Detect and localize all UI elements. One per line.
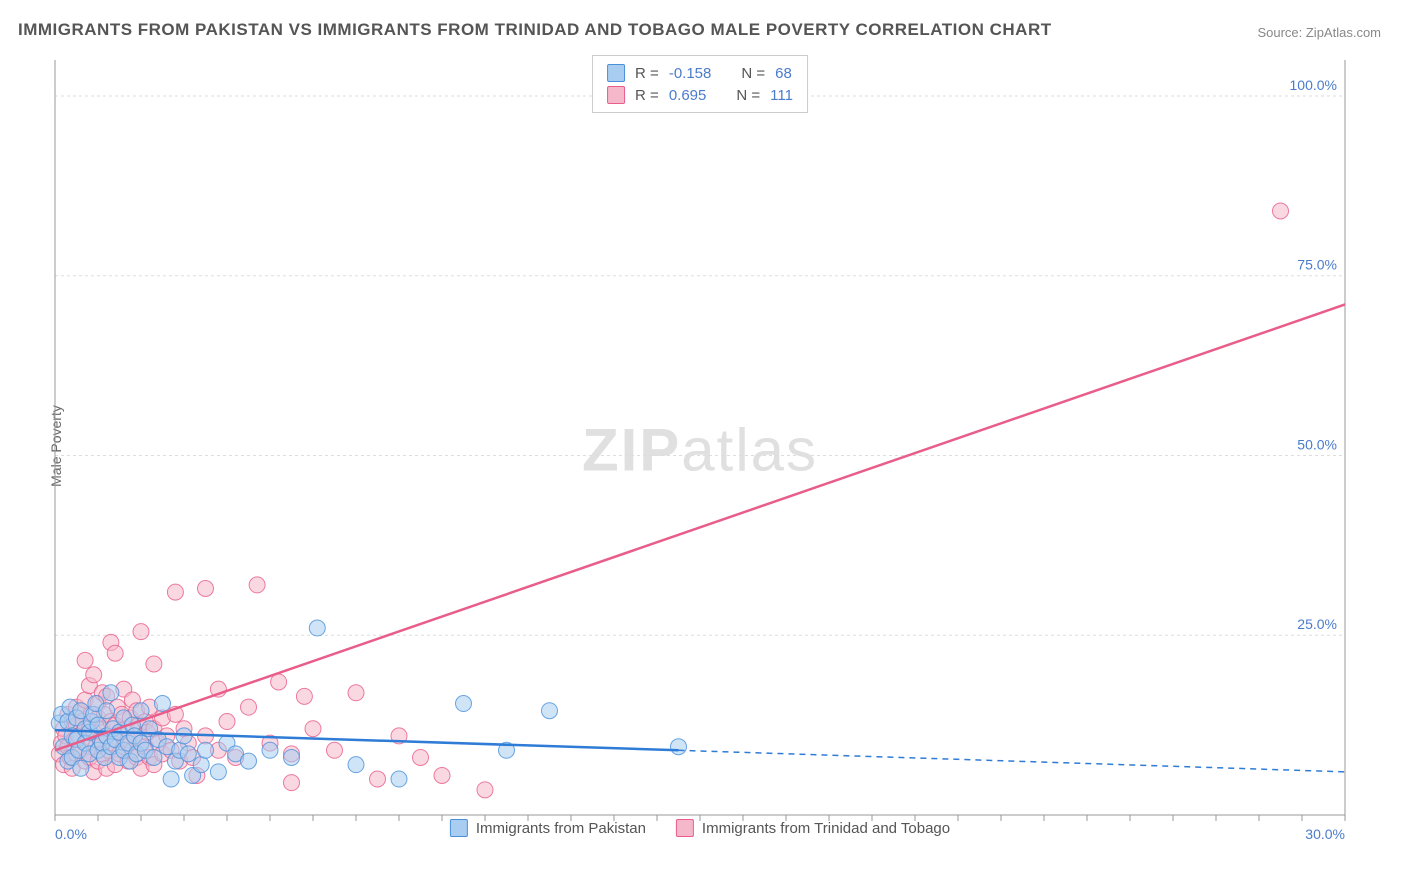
r-label-0: R = <box>635 65 659 82</box>
r-label-1: R = <box>635 87 659 104</box>
source-label: Source: ZipAtlas.com <box>1257 25 1381 40</box>
legend-label-1: Immigrants from Trinidad and Tobago <box>702 820 950 837</box>
stats-row-1: R = 0.695 N = 111 <box>607 84 793 106</box>
svg-text:30.0%: 30.0% <box>1305 826 1345 842</box>
legend-label-0: Immigrants from Pakistan <box>476 820 646 837</box>
svg-text:100.0%: 100.0% <box>1290 77 1337 93</box>
legend-swatch-0 <box>450 819 468 837</box>
chart-area: ZIPatlas 25.0%50.0%75.0%100.0%0.0%30.0% … <box>50 55 1350 845</box>
r-value-1: 0.695 <box>669 87 707 104</box>
scatter-chart: 25.0% 50.0% 75.0% 100.0% 0.0% 30.0% <box>50 55 1350 845</box>
series-swatch-1 <box>607 86 625 104</box>
svg-text:50.0%: 50.0% <box>1297 436 1337 452</box>
stats-row-0: R = -0.158 N = 68 <box>607 62 793 84</box>
r-value-0: -0.158 <box>669 65 712 82</box>
series-swatch-0 <box>607 64 625 82</box>
bottom-legend: Immigrants from Pakistan Immigrants from… <box>450 819 950 837</box>
legend-item-1: Immigrants from Trinidad and Tobago <box>676 819 950 837</box>
chart-title: IMMIGRANTS FROM PAKISTAN VS IMMIGRANTS F… <box>18 20 1052 40</box>
stats-legend-box: R = -0.158 N = 68 R = 0.695 N = 111 <box>592 55 808 113</box>
n-label-0: N = <box>741 65 765 82</box>
n-label-1: N = <box>736 87 760 104</box>
svg-text:0.0%: 0.0% <box>55 826 87 842</box>
n-value-1: 111 <box>770 87 793 104</box>
n-value-0: 68 <box>775 65 792 82</box>
legend-swatch-1 <box>676 819 694 837</box>
svg-text:25.0%: 25.0% <box>1297 616 1337 632</box>
svg-text:75.0%: 75.0% <box>1297 257 1337 273</box>
legend-item-0: Immigrants from Pakistan <box>450 819 646 837</box>
